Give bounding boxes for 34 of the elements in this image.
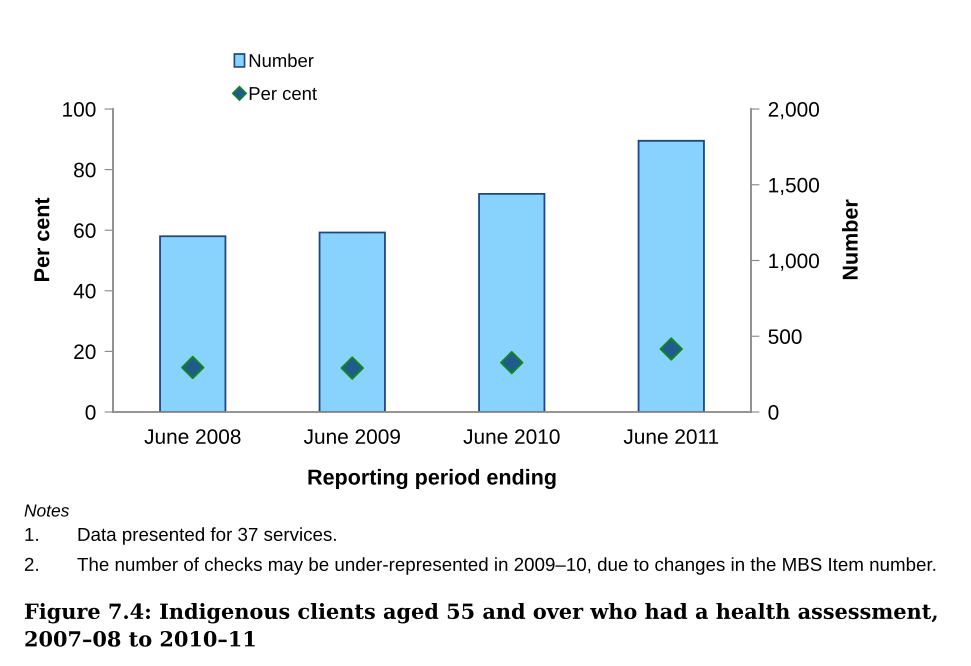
bar [159,235,226,412]
y-tick-label: 0 [86,404,96,420]
y2-tick-label: 500 [768,329,802,344]
bar [478,192,546,412]
y-tick-label: 100 [63,102,96,117]
y2-tick-label: 0 [768,404,778,420]
text: The number of checks may be under-represented in 2009–10, due to changes in the MBS Item number. [77,557,936,575]
y2-tick-label: 1,000 [769,254,819,271]
legend-label: Number [250,54,314,68]
y-tick-label: 60 [74,223,96,238]
x-tick-label: June 2009 [304,429,400,444]
y-tick-label: 20 [74,344,96,360]
y-tick-label: 40 [74,284,96,299]
text: Notes [24,504,69,517]
legend-label: Per cent [250,87,317,100]
x-tick-label: June 2008 [144,429,241,444]
y2-tick-label: 2,000 [768,102,819,120]
y-axis-title: Per cent [34,198,50,281]
point [340,356,364,380]
x-tick-label: June 2011 [624,429,718,444]
bar [638,140,705,412]
y-tick-label: 80 [74,162,96,178]
y2-tick-label: 1,500 [769,178,819,195]
text: Figure 7.4: Indigenous clients aged 55 and over who had a health assessment, 2007–08 to 2010–11 [24,603,937,647]
point [660,337,683,361]
bar [318,232,386,412]
text: Data presented for 37 services. [78,527,336,545]
point [181,356,204,380]
x-tick-label: June 2010 [463,429,560,444]
text: 2. [24,558,38,571]
x-axis-title: Reporting period ending [308,468,556,490]
point [500,350,524,374]
y2-axis-title: Number [842,200,858,280]
text: 1. [25,528,38,541]
